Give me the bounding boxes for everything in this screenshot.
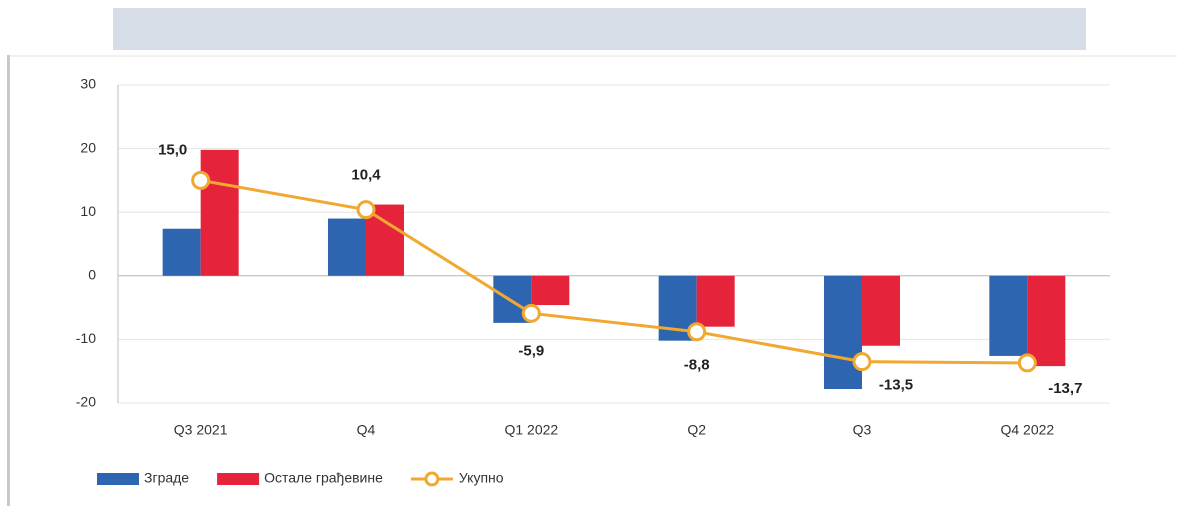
bar bbox=[328, 218, 366, 276]
y-tick-label: 20 bbox=[80, 139, 96, 155]
header-bar bbox=[113, 8, 1086, 50]
line-marker bbox=[521, 303, 541, 323]
bar bbox=[696, 275, 735, 327]
data-label: -8,8 bbox=[684, 357, 710, 374]
x-tick-label: Q4 2022 bbox=[1000, 422, 1054, 438]
line bbox=[200, 178, 1028, 365]
x-tick-label: Q3 bbox=[853, 422, 872, 438]
bar bbox=[989, 275, 1028, 356]
legend-label: Остале грађевине bbox=[264, 470, 383, 486]
data-label: -5,9 bbox=[518, 342, 544, 359]
x-tick-label: Q4 bbox=[357, 422, 376, 438]
data-label: -13,5 bbox=[879, 377, 913, 394]
y-tick-label: 10 bbox=[80, 203, 96, 219]
bar bbox=[862, 275, 900, 346]
legend-label: Зграде bbox=[144, 470, 189, 486]
data-label: 15,0 bbox=[158, 141, 187, 158]
line-marker bbox=[356, 200, 376, 220]
frame-edge bbox=[7, 55, 10, 506]
x-tick-label: Q3 2021 bbox=[174, 422, 228, 438]
bar bbox=[531, 275, 570, 306]
legend-swatch bbox=[424, 471, 440, 487]
bar bbox=[1027, 275, 1066, 367]
y-tick-label: -10 bbox=[76, 330, 96, 346]
line-marker bbox=[852, 352, 872, 372]
legend-label: Укупно bbox=[459, 470, 504, 486]
bar bbox=[200, 149, 239, 276]
y-tick-label: 0 bbox=[88, 267, 96, 283]
x-tick-label: Q1 2022 bbox=[504, 422, 558, 438]
bar bbox=[824, 275, 862, 390]
line-marker bbox=[687, 322, 707, 342]
line-marker bbox=[191, 170, 211, 190]
legend-swatch bbox=[97, 473, 139, 485]
y-tick-label: 30 bbox=[80, 76, 96, 92]
legend-swatch bbox=[217, 473, 260, 485]
data-label: -13,7 bbox=[1048, 380, 1082, 397]
data-label: 10,4 bbox=[351, 167, 381, 184]
y-tick-label: -20 bbox=[76, 394, 96, 410]
x-tick-label: Q2 bbox=[687, 422, 706, 438]
bar bbox=[162, 228, 201, 276]
line-marker bbox=[1017, 353, 1037, 373]
